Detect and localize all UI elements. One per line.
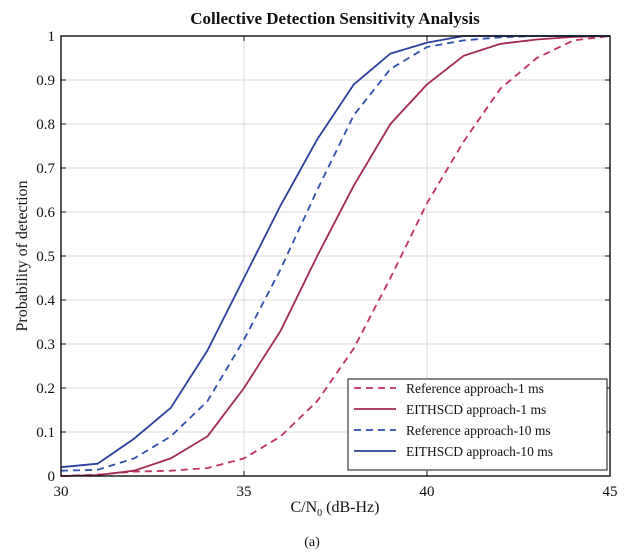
y-tick-label: 0.3 <box>36 337 55 353</box>
y-tick-label: 0.5 <box>36 249 55 265</box>
legend: Reference approach-1 ms EITHSCD approach-… <box>347 378 608 471</box>
y-tick-label: 0.6 <box>36 205 55 221</box>
chart-title: Collective Detection Sensitivity Analysi… <box>190 9 480 28</box>
y-tick-label: 1 <box>48 29 56 45</box>
x-axis-label-subscript: 0 <box>317 508 322 519</box>
figure-caption: (a) <box>304 535 320 550</box>
y-tick-label: 0.2 <box>36 381 55 397</box>
legend-box <box>347 378 608 471</box>
legend-label-4: EITHSCD approach-10 ms <box>406 444 553 459</box>
y-tick-label: 0.7 <box>36 161 55 177</box>
x-axis-label: C/N0 (dB-Hz) <box>291 499 380 519</box>
x-axis-label-unit: (dB-Hz) <box>322 499 379 516</box>
series-line-2 <box>60 35 611 477</box>
series-line-3 <box>60 35 610 472</box>
y-tick-label: 0.1 <box>36 425 55 441</box>
y-tick-label: 0 <box>48 469 56 485</box>
grid-lines <box>61 36 610 476</box>
x-tick-label: 35 <box>237 484 252 500</box>
x-axis-label-main: C/N <box>291 499 318 516</box>
y-tick-label: 0.9 <box>36 73 55 89</box>
series-line-1 <box>60 35 611 477</box>
x-axis-ticks: 30 35 40 45 <box>54 36 618 500</box>
legend-label-1: Reference approach-1 ms <box>406 381 544 396</box>
y-tick-label: 0.8 <box>36 117 55 133</box>
y-axis-label: Probability of detection <box>14 180 31 331</box>
legend-label-3: Reference approach-10 ms <box>406 423 551 438</box>
x-tick-label: 45 <box>603 484 618 500</box>
y-tick-label: 0.4 <box>36 293 55 309</box>
x-tick-label: 40 <box>420 484 435 500</box>
legend-label-2: EITHSCD approach-1 ms <box>406 402 546 417</box>
x-tick-label: 30 <box>54 484 69 500</box>
